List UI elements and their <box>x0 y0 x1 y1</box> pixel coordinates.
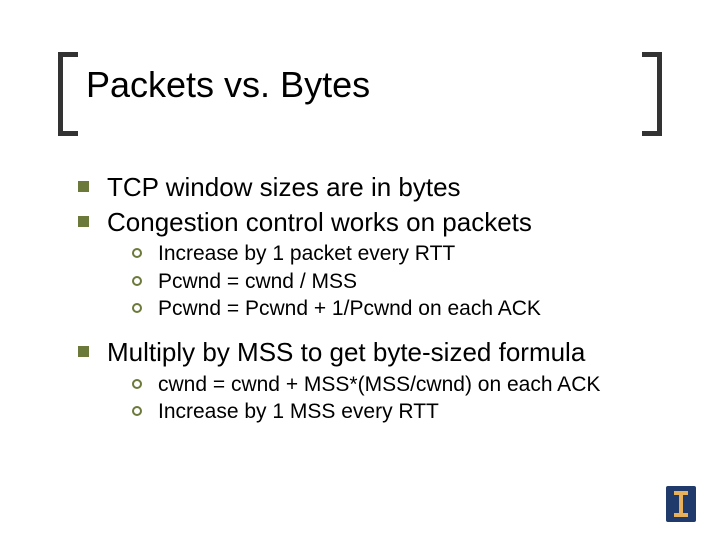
circle-bullet-icon <box>132 406 142 416</box>
list-item: Congestion control works on packets <box>78 207 660 238</box>
bullet-text: Increase by 1 packet every RTT <box>158 241 455 266</box>
list-item: TCP window sizes are in bytes <box>78 172 660 203</box>
circle-bullet-icon <box>132 276 142 286</box>
list-item: Pcwnd = cwnd / MSS <box>132 269 660 294</box>
slide-body: TCP window sizes are in bytes Congestion… <box>78 172 660 426</box>
square-bullet-icon <box>78 346 89 357</box>
logo-letter-i <box>674 491 688 517</box>
bullet-text: Pcwnd = cwnd / MSS <box>158 269 357 294</box>
title-container: Packets vs. Bytes <box>58 58 662 130</box>
uiuc-logo-icon <box>666 486 696 522</box>
square-bullet-icon <box>78 216 89 227</box>
list-item: Increase by 1 MSS every RTT <box>132 399 660 424</box>
list-item: Increase by 1 packet every RTT <box>132 241 660 266</box>
bullet-text: Increase by 1 MSS every RTT <box>158 399 439 424</box>
bullet-text: TCP window sizes are in bytes <box>107 172 461 203</box>
bullet-text: Multiply by MSS to get byte-sized formul… <box>107 337 585 368</box>
square-bullet-icon <box>78 181 89 192</box>
list-item: cwnd = cwnd + MSS*(MSS/cwnd) on each ACK <box>132 372 660 397</box>
bullet-text: Congestion control works on packets <box>107 207 532 238</box>
title-bracket-right-icon <box>642 52 662 136</box>
circle-bullet-icon <box>132 248 142 258</box>
logo-background <box>666 486 696 522</box>
spacer <box>78 323 660 337</box>
list-item: Multiply by MSS to get byte-sized formul… <box>78 337 660 368</box>
bullet-text: Pcwnd = Pcwnd + 1/Pcwnd on each ACK <box>158 296 541 321</box>
list-item: Pcwnd = Pcwnd + 1/Pcwnd on each ACK <box>132 296 660 321</box>
circle-bullet-icon <box>132 379 142 389</box>
title-bracket-left-icon <box>58 52 78 136</box>
slide-title: Packets vs. Bytes <box>86 64 370 106</box>
bullet-text: cwnd = cwnd + MSS*(MSS/cwnd) on each ACK <box>158 372 600 397</box>
slide: Packets vs. Bytes TCP window sizes are i… <box>0 0 720 540</box>
circle-bullet-icon <box>132 303 142 313</box>
